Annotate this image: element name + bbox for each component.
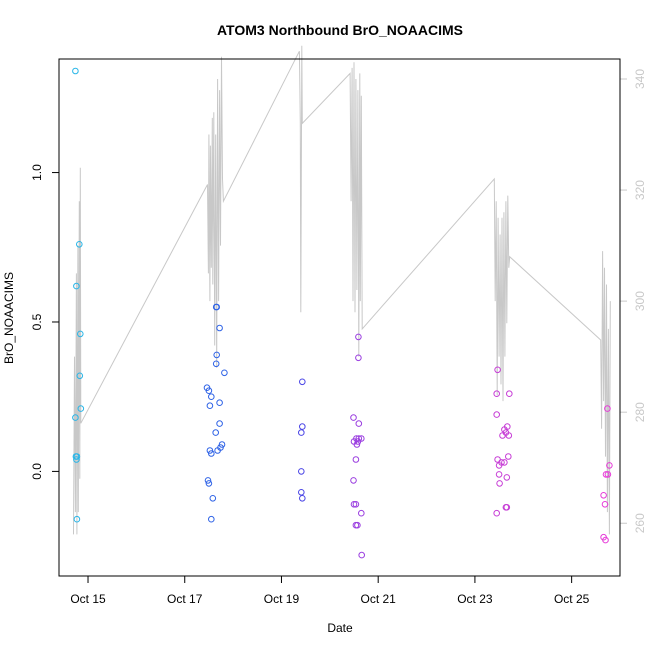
data-point — [506, 390, 513, 398]
x-tick-label: Oct 17 — [167, 592, 203, 606]
data-points-group — [72, 67, 613, 559]
data-point — [299, 378, 306, 386]
data-point — [77, 330, 84, 338]
data-point — [206, 447, 214, 454]
data-point — [496, 480, 503, 487]
data-point — [298, 468, 305, 475]
data-point — [209, 495, 217, 502]
data-point — [298, 429, 305, 436]
data-point — [213, 303, 220, 311]
data-point — [72, 414, 79, 421]
data-point — [495, 462, 503, 469]
data-point — [355, 435, 363, 442]
data-point — [358, 509, 365, 517]
data-point — [213, 351, 220, 359]
data-point — [355, 420, 363, 427]
secondary-series-line — [73, 45, 611, 535]
axes-group: Oct 15 Oct 17 Oct 19 Oct 21 Oct 23 Oct 25 0.0 0… — [30, 69, 647, 606]
secondary-series-line-group — [73, 45, 611, 535]
y2-tick-label: 340 — [633, 69, 647, 89]
data-point — [606, 462, 613, 469]
y-axis-label: BrO_NOAACIMS — [2, 272, 16, 364]
data-point — [73, 453, 81, 460]
y2-tick-label: 300 — [633, 291, 647, 311]
data-point — [602, 536, 609, 544]
data-point — [299, 495, 306, 502]
chart-title: ATOM3 Northbound BrO_NOAACIMS — [217, 22, 463, 38]
data-point — [212, 360, 220, 368]
data-point — [72, 67, 79, 75]
data-point — [298, 489, 305, 496]
data-point — [604, 405, 611, 412]
data-point — [77, 405, 85, 412]
data-point — [216, 420, 223, 427]
data-point — [350, 414, 357, 421]
data-point — [493, 390, 501, 398]
data-point — [205, 387, 213, 395]
data-point — [602, 471, 610, 478]
data-point — [493, 411, 501, 418]
y-tick-label: 0.5 — [30, 313, 44, 330]
data-point — [206, 402, 214, 410]
data-point — [601, 501, 609, 508]
data-point — [353, 441, 361, 448]
data-point — [494, 366, 501, 374]
data-point — [505, 432, 513, 439]
data-point — [358, 551, 366, 559]
data-point — [503, 474, 511, 481]
data-point — [212, 429, 219, 436]
data-point — [352, 501, 360, 508]
data-point — [214, 447, 221, 454]
data-point — [354, 521, 361, 529]
x-tick-label: Oct 25 — [554, 592, 590, 606]
x-tick-label: Oct 21 — [361, 592, 397, 606]
data-point — [216, 399, 223, 407]
data-point — [208, 515, 215, 523]
data-point — [600, 492, 607, 499]
data-point — [355, 333, 362, 341]
data-point — [499, 432, 506, 439]
x-tick-label: Oct 19 — [264, 592, 300, 606]
data-point — [350, 477, 357, 484]
y2-tick-label: 320 — [633, 180, 647, 200]
data-point — [501, 459, 508, 466]
data-point — [216, 324, 223, 332]
y-tick-label: 0.0 — [30, 463, 44, 480]
data-point — [495, 471, 503, 478]
data-point — [73, 282, 80, 290]
data-point — [73, 456, 80, 463]
data-point — [354, 438, 362, 445]
data-point — [355, 354, 362, 362]
x-tick-label: Oct 15 — [70, 592, 106, 606]
data-point — [221, 369, 228, 377]
data-point — [352, 456, 360, 463]
data-point — [73, 515, 81, 523]
data-point — [505, 453, 512, 460]
y2-tick-label: 260 — [633, 513, 647, 533]
data-point — [76, 241, 83, 248]
y2-tick-label: 280 — [633, 402, 647, 422]
data-point — [350, 501, 358, 508]
data-point — [204, 477, 212, 484]
data-point — [205, 480, 213, 487]
data-point — [493, 509, 501, 517]
data-point — [76, 372, 84, 380]
data-point — [494, 456, 501, 463]
data-point — [208, 450, 215, 457]
data-point — [604, 471, 612, 478]
data-point — [299, 423, 306, 430]
x-tick-label: Oct 23 — [457, 592, 493, 606]
plot-frame — [58, 58, 621, 577]
y-tick-label: 1.0 — [30, 164, 44, 181]
data-point — [502, 504, 510, 511]
x-axis-label: Date — [327, 621, 353, 635]
data-point — [208, 393, 215, 401]
